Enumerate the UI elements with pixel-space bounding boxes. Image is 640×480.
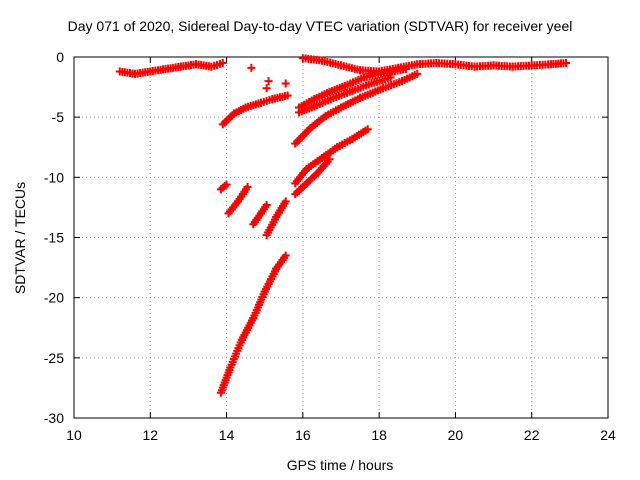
x-tick-label: 20: [448, 427, 464, 443]
data-point: [218, 59, 227, 68]
data-point: [281, 79, 290, 88]
data-layer: [115, 54, 571, 397]
data-point: [243, 182, 252, 191]
data-point: [281, 197, 290, 206]
data-point: [562, 59, 571, 68]
chart-title: Day 071 of 2020, Sidereal Day-to-day VTE…: [67, 18, 573, 34]
y-tick-label: -20: [44, 290, 64, 306]
series-arc-h: [224, 182, 252, 218]
x-tick-label: 22: [524, 427, 540, 443]
y-tick-label: -25: [44, 350, 64, 366]
x-tick-label: 24: [600, 427, 616, 443]
series-arc-k: [216, 251, 290, 397]
data-point: [401, 65, 410, 74]
series-arc-j: [262, 197, 290, 240]
data-point: [386, 73, 395, 82]
data-point: [281, 251, 290, 260]
series-arc-f: [291, 155, 334, 199]
data-point: [325, 155, 334, 164]
data-point: [363, 125, 372, 134]
y-tick-label: -10: [44, 169, 64, 185]
data-point: [222, 180, 231, 189]
series-arc-main-band: [115, 59, 227, 78]
data-point: [264, 77, 273, 86]
data-point: [262, 84, 271, 93]
series-arc-g: [216, 180, 231, 194]
series-arc-i: [249, 201, 271, 229]
series-arc-b: [295, 65, 410, 112]
series-arc-d: [291, 69, 422, 148]
data-point: [262, 201, 271, 210]
x-tick-label: 12: [142, 427, 158, 443]
data-point: [247, 63, 256, 72]
data-point: [413, 69, 422, 78]
tick-layer: 10 12 14 16 18 20 22 24 0 -5 -10 -15 -20 -25 -30: [44, 49, 616, 443]
y-tick-label: -15: [44, 230, 64, 246]
series-arc-c: [295, 73, 395, 117]
x-axis-label: GPS time / hours: [286, 457, 394, 473]
x-tick-label: 10: [66, 427, 82, 443]
y-tick-label: -30: [44, 410, 64, 426]
x-tick-label: 18: [371, 427, 387, 443]
series-arc-a: [218, 91, 292, 129]
y-tick-label: -5: [52, 109, 65, 125]
x-tick-label: 16: [295, 427, 311, 443]
series-arc-e: [291, 125, 372, 188]
y-tick-label: 0: [56, 49, 64, 65]
series-isolated: [247, 63, 290, 93]
x-tick-label: 14: [219, 427, 235, 443]
data-point: [283, 91, 292, 100]
